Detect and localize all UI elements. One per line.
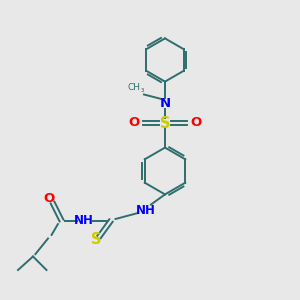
Text: O: O (128, 116, 140, 130)
Text: O: O (44, 192, 55, 206)
Text: NH: NH (136, 203, 155, 217)
Text: ₃: ₃ (140, 85, 143, 94)
Text: CH: CH (128, 83, 141, 92)
Text: NH: NH (74, 214, 94, 227)
Text: O: O (190, 116, 202, 130)
Text: N: N (159, 97, 171, 110)
Text: S: S (160, 116, 170, 130)
Text: S: S (91, 232, 101, 247)
